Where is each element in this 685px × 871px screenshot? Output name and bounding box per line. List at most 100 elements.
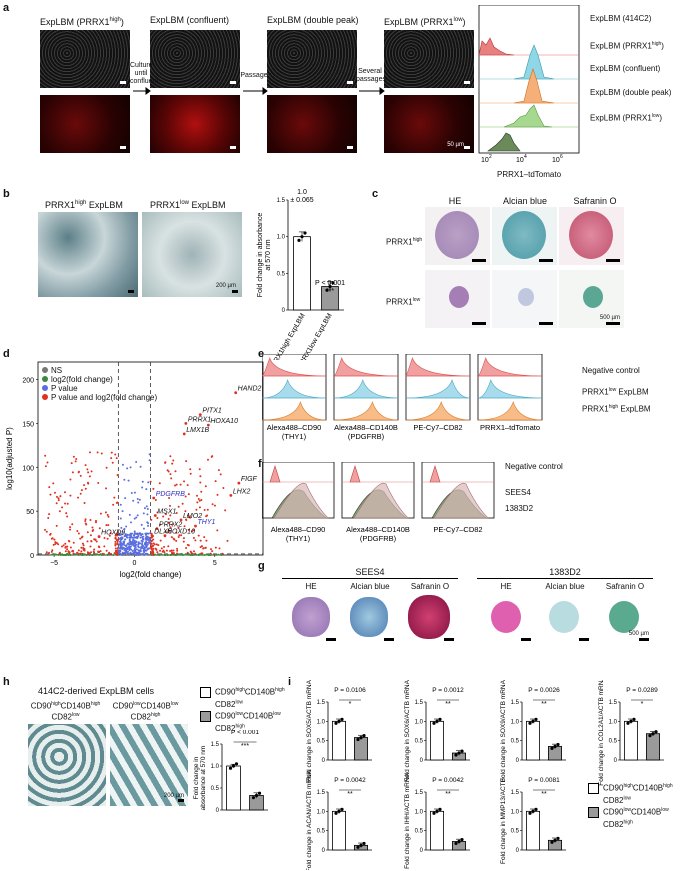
g-col-safranin-1: Safranin O (410, 582, 450, 591)
i-legend-low: CD90lowCD140Blow CD82high (588, 806, 669, 829)
gene-point (191, 530, 194, 533)
gene-point (184, 510, 187, 513)
gene-point (150, 518, 153, 521)
e-legend-high: PRRX1high ExpLBM (582, 404, 651, 414)
data-point (251, 796, 256, 800)
c-col-he: HE (448, 196, 462, 206)
gene-point (114, 537, 117, 540)
data-point (454, 753, 458, 757)
gene-point (145, 538, 148, 541)
gene-point (45, 551, 48, 554)
a-micro-1 (40, 30, 130, 88)
gene-point (129, 546, 132, 549)
gene-point (110, 552, 113, 555)
gene-point (93, 548, 96, 551)
gene-point (133, 551, 136, 554)
gene-point (77, 532, 80, 535)
gene-point (167, 531, 170, 534)
gene-point (139, 465, 142, 468)
e-hist-1-2 (262, 379, 327, 399)
y-tick-label: 1.5 (511, 790, 520, 796)
d-legend-fc: log2(fold change) (42, 375, 157, 384)
data-point (531, 719, 535, 723)
gene-point (48, 513, 51, 516)
gene-point (202, 547, 205, 550)
sig-stars: ** (541, 791, 547, 798)
gene-point (81, 535, 84, 538)
e-hist-1-3 (262, 401, 327, 421)
gene-point (145, 546, 148, 549)
gene-point (210, 548, 213, 551)
gene-point (51, 549, 54, 552)
a-hist-doublepeak (503, 104, 553, 128)
gene-point (90, 551, 93, 554)
gene-point (131, 549, 134, 552)
gene-point (119, 540, 122, 543)
gene-point (141, 480, 144, 483)
y-tick-label: 1.0 (415, 809, 424, 815)
gene-point (67, 539, 70, 542)
p-value: P = 0.0012 (432, 687, 464, 694)
gene-point (132, 536, 135, 539)
gene-point (82, 553, 85, 556)
bar-1 (332, 720, 347, 761)
gene-point (137, 535, 140, 538)
gene-point (206, 508, 209, 511)
b-ylabel: Fold change in absorbance (257, 213, 264, 298)
gene-point (115, 501, 118, 504)
gene-point (57, 499, 60, 502)
gene-point (121, 551, 124, 554)
panel-a-label: a (3, 2, 10, 14)
gene-point (186, 543, 189, 546)
gene-label-pdgfrb: PDGFRB (156, 491, 186, 498)
gene-point (136, 498, 139, 501)
gene-point (179, 553, 182, 556)
gene-point (123, 535, 126, 538)
gene-point (119, 549, 122, 552)
gene-point (138, 498, 141, 501)
c-col-alcian: Alcian blue (502, 196, 548, 206)
b-annot-p: P < 0.001 (315, 280, 345, 287)
g-sees4-safranin (402, 593, 456, 643)
gene-point-lmo2 (179, 518, 183, 522)
gene-point (129, 534, 132, 537)
a-histogram: 10 2 10 4 10 6 (478, 5, 580, 164)
a-micro-3 (267, 30, 357, 88)
gene-point (128, 543, 131, 546)
gene-point (163, 545, 166, 548)
gene-point (205, 553, 208, 556)
gene-label-lhx2: LHX2 (233, 488, 251, 495)
y-tick-label: 0 (30, 553, 34, 560)
h-img-label-2: CD90lowCD140Blow CD82high (112, 701, 179, 722)
gene-point (134, 532, 137, 535)
gene-point (167, 517, 170, 520)
gene-point-hand2 (234, 391, 238, 395)
b-img-title-2: PRRX1low ExpLBM (150, 200, 226, 210)
gene-point (103, 537, 106, 540)
e-xlabel-1: (THY1) (282, 432, 307, 441)
y-tick-label: 0.5 (277, 271, 286, 277)
a-title-1: ExpLBM (PRRX1high) (40, 17, 124, 27)
gene-point (137, 543, 140, 546)
data-point (340, 717, 344, 721)
y-tick-label: 1.5 (415, 700, 424, 706)
gene-point (174, 484, 177, 487)
gene-point (121, 553, 124, 556)
gene-point (133, 539, 136, 542)
gene-point (60, 553, 63, 556)
bar-2 (645, 733, 660, 761)
gene-point (195, 553, 198, 556)
sig-stars: ** (445, 701, 451, 708)
data-point (356, 737, 360, 742)
y-tick-label: 0 (516, 848, 520, 854)
gene-point (160, 547, 163, 550)
g-1383d2-safranin: 500 µm (597, 593, 651, 643)
gene-point (197, 534, 200, 537)
y-tick-label: 0 (614, 758, 618, 764)
a-hist-prrx1high (513, 44, 555, 80)
y-tick-label: 100 (22, 465, 34, 472)
b-scale: 200 µm (215, 283, 236, 289)
f-xlabel-1: (THY1) (286, 534, 311, 543)
gene-point (213, 504, 216, 507)
panel-e-label: e (258, 348, 265, 360)
